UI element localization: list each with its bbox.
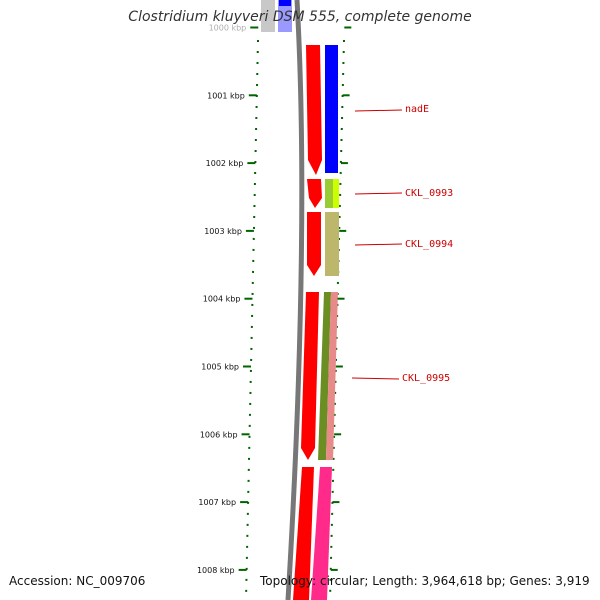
leader-line-CKL_0993 [354, 192, 403, 195]
gene-label-CKL_0994[interactable]: CKL_0994 [405, 239, 453, 250]
gene-label-CKL_0995[interactable]: CKL_0995 [402, 373, 450, 384]
scale-tick-label: 1001 kbp [207, 91, 245, 100]
top-blue-fragment [278, 0, 292, 32]
topology-text: Topology: circular; Length: 3,964,618 bp… [260, 574, 590, 588]
right-ruler-ticks [330, 26, 352, 571]
scale-tick-label: 1006 kbp [200, 430, 238, 439]
cog-block-CKL_0995-a [318, 292, 331, 460]
leader-line-nadE [354, 109, 403, 112]
scale-tick-label: 1007 kbp [198, 498, 236, 507]
genome-backbone [285, 0, 305, 600]
left-ruler [245, 39, 259, 600]
cog-block-nadE [325, 45, 338, 173]
cog-track [311, 45, 339, 600]
gene-label-CKL_0993[interactable]: CKL_0993 [405, 188, 453, 199]
map-title: Clostridium kluyveri DSM 555, complete g… [128, 9, 472, 25]
scale-tick-label: 1004 kbp [203, 295, 241, 304]
cog-block-CKL_0995-b [326, 292, 338, 460]
gene-arrow-nadE [306, 45, 322, 175]
cog-block-CKL_0994 [325, 212, 339, 276]
gene-arrow-CKL_0994 [307, 212, 321, 276]
cog-block-next [311, 467, 332, 600]
scale-tick-label: 1005 kbp [201, 363, 239, 372]
gene-arrow-CKL_0993 [307, 179, 322, 208]
cog-block-CKL_0993-b [333, 179, 339, 208]
scale-tick-label: 1008 kbp [197, 566, 235, 575]
gene-label-leaders [351, 109, 403, 380]
scale-tick-label: 1000 kbp [209, 24, 247, 33]
leader-line-CKL_0995 [351, 377, 400, 380]
scale-tick-label: 1002 kbp [206, 159, 244, 168]
leader-line-CKL_0994 [354, 243, 403, 246]
top-fragments [261, 0, 292, 32]
scale-ticks: 1000 kbp 1001 kbp 1002 kbp 1003 kbp 1004 kbp… [197, 24, 259, 575]
accession-text: Accession: NC_009706 [9, 574, 146, 588]
forward-strand-track [293, 45, 322, 600]
gene-arrow-CKL_0995 [301, 292, 319, 460]
top-grey-fragment [261, 0, 275, 32]
left-ruler-line [245, 39, 259, 600]
top-blue-fragment-core [279, 0, 291, 6]
gene-label-nadE[interactable]: nadE [405, 104, 429, 115]
cog-block-CKL_0993-a [325, 179, 333, 208]
gene-arrow-next [293, 467, 314, 600]
scale-tick-label: 1003 kbp [204, 227, 242, 236]
gene-labels: nadE CKL_0993 CKL_0994 CKL_0995 [402, 104, 453, 384]
